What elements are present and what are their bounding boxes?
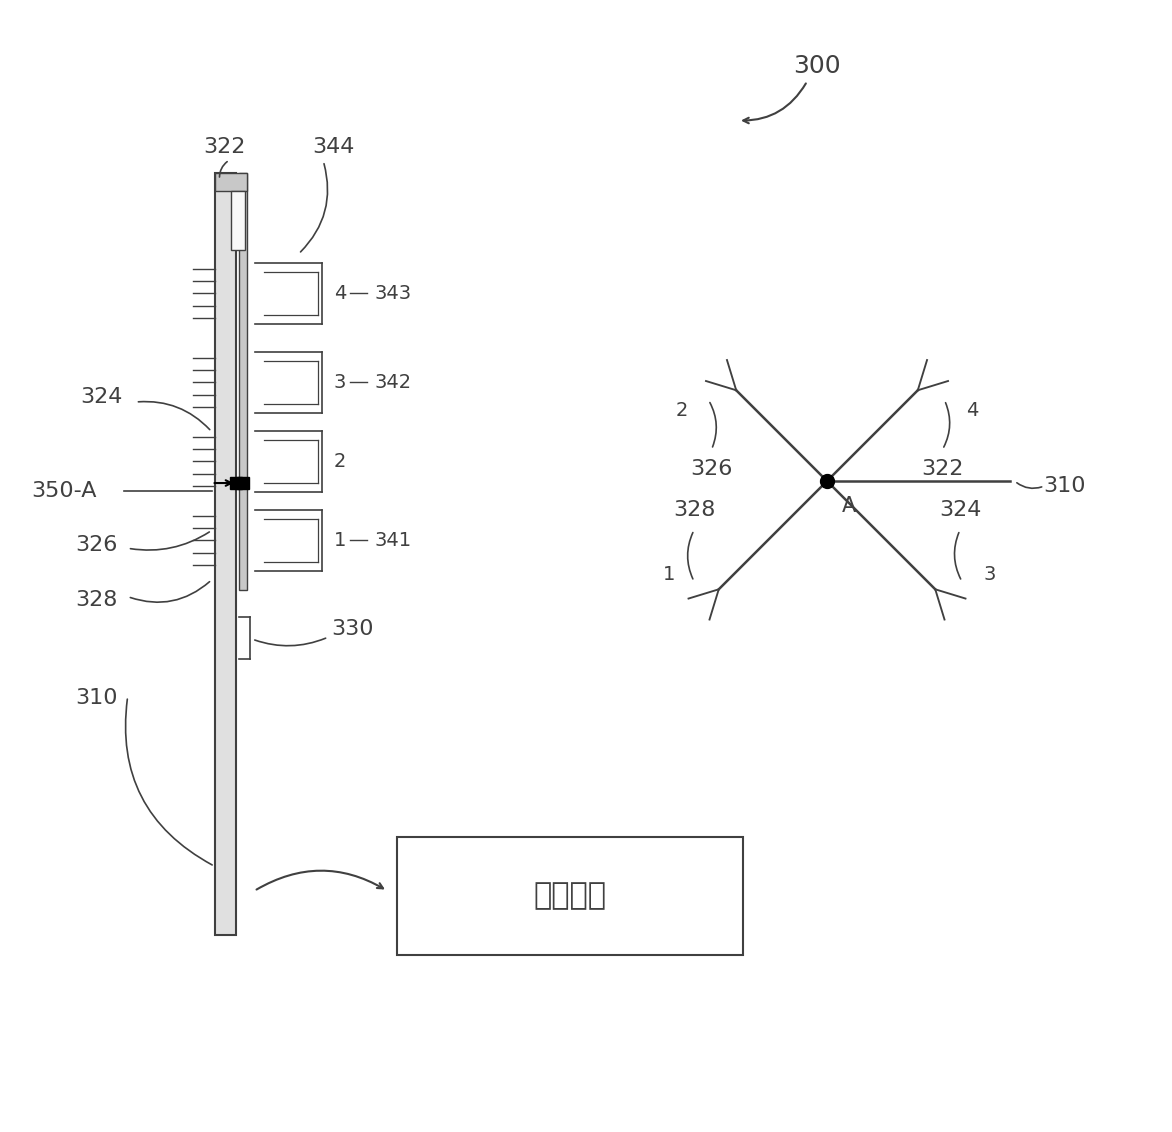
Text: 341: 341 — [375, 531, 411, 550]
Text: 多核插座: 多核插座 — [533, 882, 607, 910]
Text: 328: 328 — [75, 590, 117, 610]
Text: 326: 326 — [75, 535, 117, 556]
Bar — [239, 173, 247, 590]
Text: 326: 326 — [690, 460, 732, 479]
Text: 1: 1 — [663, 565, 675, 584]
Text: 322: 322 — [921, 460, 963, 479]
Text: 4: 4 — [334, 284, 346, 303]
Text: 2: 2 — [676, 401, 688, 420]
Text: 344: 344 — [312, 137, 354, 157]
Text: 3: 3 — [334, 372, 346, 392]
Text: 310: 310 — [1043, 475, 1085, 496]
Bar — [214, 173, 247, 190]
Text: 310: 310 — [75, 688, 117, 709]
Bar — [231, 190, 245, 250]
Text: 2: 2 — [334, 452, 346, 471]
Text: 328: 328 — [673, 500, 715, 521]
Text: 322: 322 — [203, 137, 246, 157]
Text: 324: 324 — [939, 500, 981, 521]
Text: 324: 324 — [80, 387, 122, 408]
Text: A: A — [841, 496, 856, 516]
Text: 342: 342 — [375, 372, 411, 392]
Text: 330: 330 — [332, 619, 374, 640]
Text: 1: 1 — [334, 531, 346, 550]
Text: 343: 343 — [375, 284, 411, 303]
Text: 3: 3 — [983, 565, 996, 584]
Bar — [214, 173, 237, 935]
Text: 4: 4 — [966, 401, 979, 420]
Text: 350-A: 350-A — [32, 481, 97, 501]
Bar — [397, 837, 743, 955]
Text: 300: 300 — [793, 54, 841, 78]
